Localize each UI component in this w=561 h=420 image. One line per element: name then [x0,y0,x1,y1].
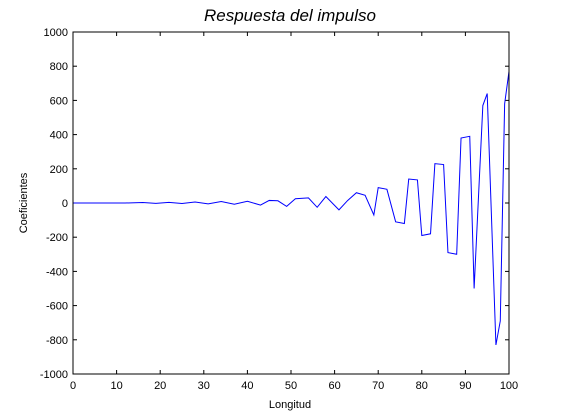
x-tick-label: 40 [241,380,253,392]
x-axis-label: Longitud [269,399,311,411]
y-tick-label: -1000 [40,369,68,381]
y-tick-label: -200 [46,232,68,244]
x-tick-label: 50 [285,380,297,392]
y-tick-label: 200 [50,164,68,176]
y-tick-label: 800 [50,61,68,73]
x-tick-label: 70 [372,380,384,392]
y-tick-label: -800 [46,335,68,347]
plot-frame [72,31,510,375]
x-tick-label: 90 [459,380,471,392]
y-tick-label: -400 [46,266,68,278]
y-tick-label: -600 [46,301,68,313]
y-tick-label: 400 [50,130,68,142]
y-tick-label: 1000 [44,27,68,39]
y-tick-label: 600 [50,95,68,107]
x-tick-label: 30 [198,380,210,392]
y-axis-label: Coeficientes [18,172,30,233]
x-tick-label: 0 [70,380,76,392]
x-tick-label: 100 [500,380,518,392]
chart-title: Respuesta del impulso [204,6,376,25]
x-tick-label: 60 [328,380,340,392]
x-tick-label: 80 [416,380,428,392]
tick-labels: 0 10 20 30 40 50 60 70 80 90 100 -1000 -800 -600 -400 -… [40,27,518,392]
series-line [73,71,510,346]
x-tick-label: 20 [154,380,166,392]
y-tick-label: 0 [62,198,68,210]
x-tick-label: 10 [110,380,122,392]
